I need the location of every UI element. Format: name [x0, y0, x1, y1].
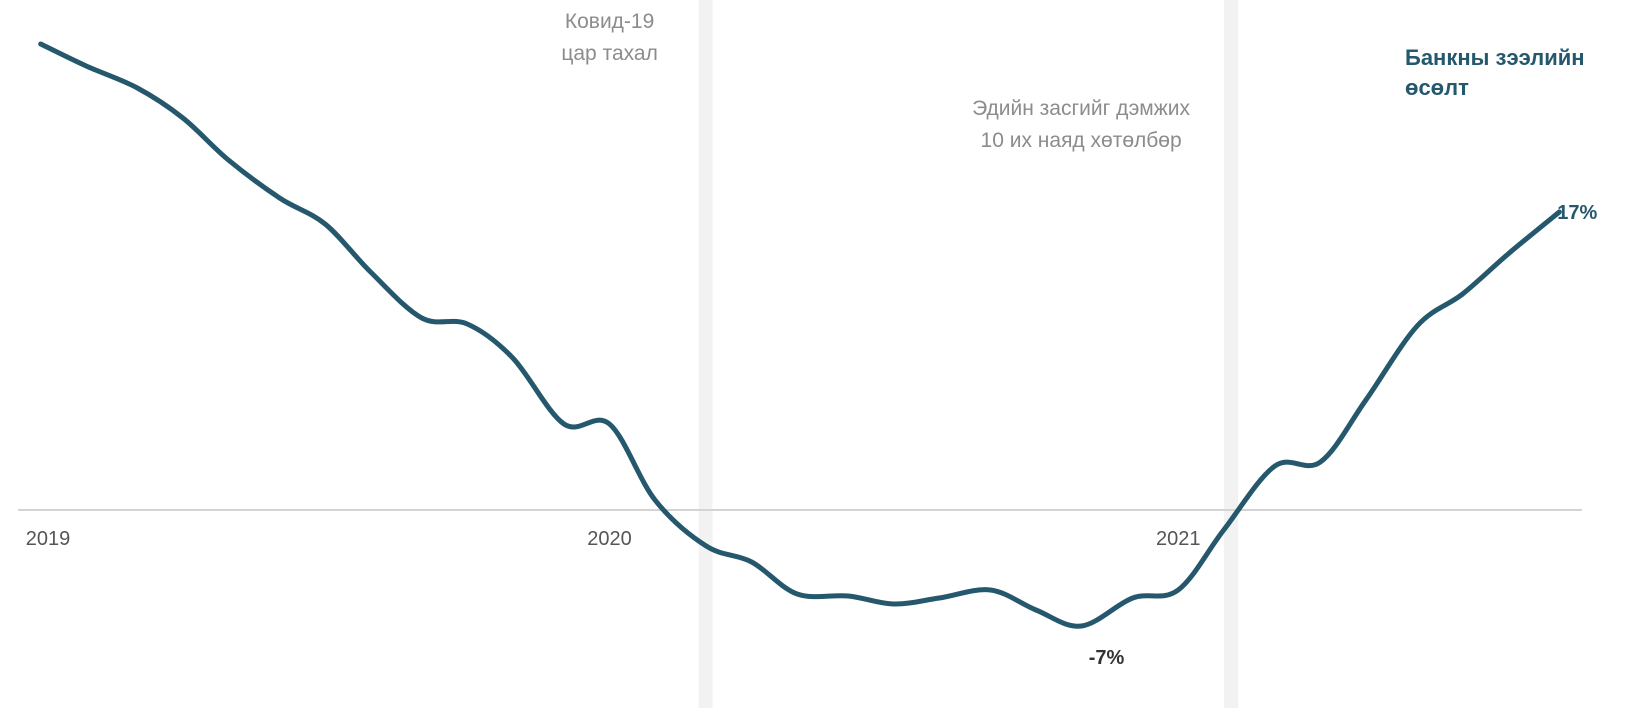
band-annotation-2-line-1: Эдийн засгийг дэмжих [972, 97, 1190, 120]
x-tick-label-2020: 2020 [587, 528, 632, 550]
band-annotation-1-line-1: Ковид-19 [565, 10, 654, 33]
x-tick-label-2021: 2021 [1156, 528, 1201, 550]
highlight-band-1 [698, 0, 713, 708]
band-annotation-1: Ковид-19 цар тахал [561, 10, 657, 65]
min-value-label: -7% [1089, 647, 1125, 669]
x-axis-tick-labels: 2019 2020 2021 [26, 528, 1201, 550]
band-annotations: Ковид-19 цар тахал Эдийн засгийг дэмжих 10 … [561, 10, 1190, 152]
series-title-line-2: өсөлт [1405, 75, 1469, 100]
series-title-label: Банкны зээлийн өсөлт [1405, 45, 1591, 100]
highlight-bands [698, 0, 1239, 708]
band-annotation-2: Эдийн засгийг дэмжих 10 их наяд хөтөлбөр [972, 97, 1190, 152]
end-value-label: 17% [1557, 202, 1597, 224]
band-annotation-2-line-2: 10 их наяд хөтөлбөр [981, 129, 1182, 152]
series-line-credit-growth [38, 41, 1562, 629]
series-title-line-1: Банкны зээлийн [1405, 45, 1585, 70]
band-annotation-1-line-2: цар тахал [561, 42, 657, 65]
x-tick-label-2019: 2019 [26, 528, 71, 550]
highlight-band-2 [1224, 0, 1239, 708]
